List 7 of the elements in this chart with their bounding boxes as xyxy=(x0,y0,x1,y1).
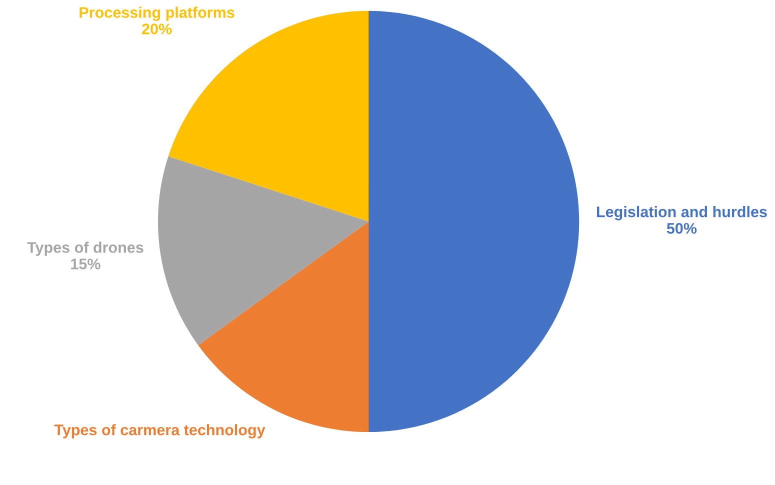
slice-label: Processing platforms xyxy=(80,6,234,21)
data-label: 15% xyxy=(71,258,100,270)
data-label: 20% xyxy=(142,24,172,34)
slice-label: Types of drones xyxy=(27,242,144,256)
data-label: 50% xyxy=(666,222,697,234)
slice-label: Types of carmera technology xyxy=(54,424,266,438)
slice-label: Legislation and hurdles xyxy=(597,206,767,220)
